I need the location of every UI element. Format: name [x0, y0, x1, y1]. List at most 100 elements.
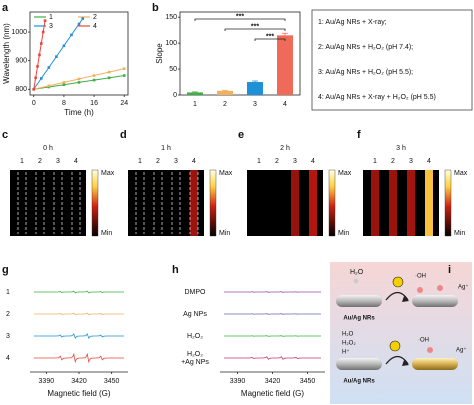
- arrow-head: [402, 296, 409, 302]
- legend-label: 3: [49, 23, 53, 30]
- reactant: H₂O: [350, 269, 364, 276]
- point: [40, 42, 43, 45]
- particle: [417, 287, 423, 293]
- point: [36, 65, 39, 68]
- colorbar-max: Max: [454, 170, 468, 177]
- colorbar-max: Max: [338, 170, 352, 177]
- point: [122, 67, 126, 70]
- trace-label: DMPO: [185, 289, 207, 296]
- trace-label: Ag NPs: [183, 311, 207, 318]
- lane-label: 1: [20, 158, 24, 165]
- reactant: H₂O: [342, 332, 354, 338]
- rod-label: Au/Ag NRs: [343, 379, 375, 385]
- rod-label: Au/Ag NRs: [343, 316, 375, 322]
- panel-label: f: [357, 129, 361, 141]
- trace-label: +Ag NPs: [181, 359, 209, 366]
- x-axis-label: Magnetic field (G): [241, 389, 304, 398]
- point: [122, 74, 126, 77]
- significance-bracket: [194, 18, 286, 21]
- x-tick-label: 8: [62, 100, 66, 107]
- lane-label: 4: [311, 158, 315, 165]
- colorbar-min: Min: [338, 230, 349, 237]
- lane-signal: [425, 170, 433, 236]
- lane-signal: [190, 170, 198, 236]
- legend-text: 4: Au/Ag NRs + X-ray + H₂O₂ (pH 5.5): [318, 94, 436, 101]
- series-line: [33, 18, 84, 90]
- point: [107, 76, 111, 80]
- lane-label: 1: [373, 158, 377, 165]
- legend-text: 2: Au/Ag NRs + H₂O₂ (pH 7.4);: [318, 44, 413, 51]
- x-tick-label: 24: [120, 100, 128, 107]
- x-tick-label: 16: [90, 100, 98, 107]
- heatmap-bg: [10, 170, 86, 236]
- point: [107, 70, 111, 74]
- x-axis-label: Time (h): [64, 108, 94, 117]
- trace-label: H₂O₂: [187, 333, 203, 340]
- rod: [336, 358, 382, 370]
- colorbar: [91, 169, 99, 237]
- trace-label: 1: [6, 289, 10, 296]
- x-tick-label: 3450: [300, 378, 316, 385]
- particle: [437, 285, 443, 291]
- plot-frame: [179, 11, 301, 96]
- legend-label: 4: [93, 23, 97, 30]
- significance-label: ***: [266, 33, 274, 40]
- lane-label: 3: [174, 158, 178, 165]
- y-tick-label: 1000: [11, 29, 27, 36]
- plot-frame: [29, 11, 129, 96]
- lane-label: 1: [257, 158, 261, 165]
- colorbar: [444, 169, 452, 237]
- bar: [187, 92, 203, 95]
- x-tick-label: 3390: [39, 378, 55, 385]
- bar: [247, 82, 263, 95]
- x-axis-label: Magnetic field (G): [47, 389, 110, 398]
- lane-label: 3: [293, 158, 297, 165]
- bar: [217, 90, 233, 95]
- schematic: H₂O ·OH Ag⁺ Au/Ag NRs H₂O H₂O₂ H⁺ ·OH Ag…: [330, 262, 472, 404]
- spectrum: [224, 335, 321, 337]
- error-bar: [282, 32, 288, 36]
- trace-label: 4: [6, 355, 10, 362]
- y-axis-label: Slope: [155, 43, 164, 64]
- point: [38, 53, 41, 57]
- x-tick-label: 3: [253, 101, 257, 108]
- panel-label: h: [172, 264, 179, 276]
- panel-label: g: [2, 264, 9, 276]
- lane-label: 2: [156, 158, 160, 165]
- lane-signal: [291, 170, 299, 236]
- point: [47, 66, 51, 69]
- rod: [336, 295, 382, 307]
- colorbar-min: Min: [219, 230, 230, 237]
- point: [81, 17, 85, 20]
- error-bar: [192, 91, 198, 93]
- point: [62, 81, 66, 84]
- panel-label: a: [2, 2, 9, 14]
- lane-label: 3: [56, 158, 60, 165]
- colorbar-min: Min: [101, 230, 112, 237]
- panel-label: b: [152, 2, 159, 14]
- spectrum: [34, 312, 124, 316]
- legend-label: 2: [93, 14, 97, 21]
- x-tick-label: 2: [223, 101, 227, 108]
- y-tick-label: 900: [15, 57, 27, 64]
- x-tick-label: 3420: [265, 378, 281, 385]
- rod: [412, 358, 458, 370]
- trace-label: 2: [6, 311, 10, 318]
- radical: ·OH: [418, 338, 429, 344]
- x-tick-label: 3390: [230, 378, 246, 385]
- point: [62, 44, 66, 48]
- colorbar-max: Max: [101, 170, 115, 177]
- point: [92, 78, 96, 82]
- spectrum: [224, 291, 321, 293]
- lane-label: 3: [409, 158, 413, 165]
- point: [77, 81, 81, 84]
- trace-label: H₂O₂: [187, 351, 203, 358]
- bar: [277, 35, 293, 95]
- colorbar-min: Min: [454, 230, 465, 237]
- lane-label: 2: [38, 158, 42, 165]
- significance-bracket: [224, 28, 286, 31]
- arrow: [385, 291, 409, 301]
- radiation-icon: [392, 276, 404, 288]
- significance-label: ***: [251, 23, 259, 30]
- colorbar: [328, 169, 336, 237]
